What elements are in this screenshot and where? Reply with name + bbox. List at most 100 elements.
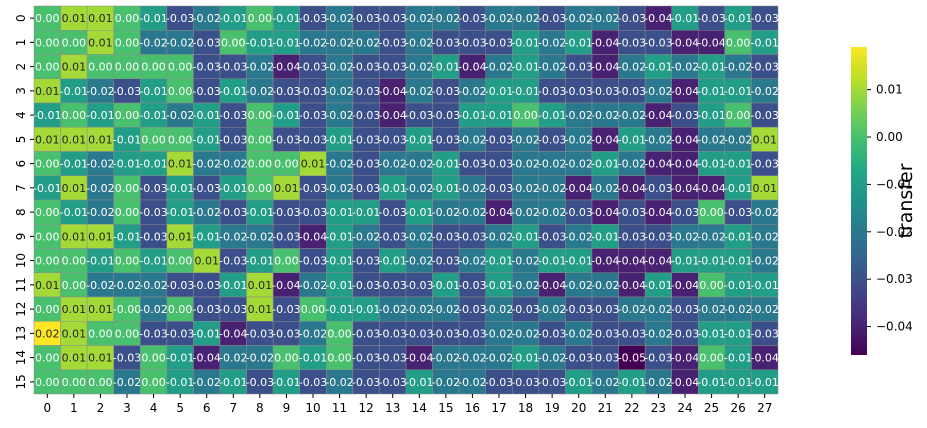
heatmap-cell-label: 0.00 <box>62 376 87 389</box>
heatmap-cell <box>193 272 221 298</box>
heatmap-cell <box>432 102 460 128</box>
heatmap-cell-label: -0.02 <box>325 376 353 389</box>
heatmap-cell <box>405 78 433 104</box>
heatmap-cell-label: -0.01 <box>325 206 353 219</box>
heatmap-cell-label: -0.01 <box>724 12 752 25</box>
heatmap-cell <box>140 224 168 249</box>
heatmap-cell <box>33 345 61 370</box>
heatmap-cell <box>379 369 407 395</box>
heatmap-cell-label: 0.00 <box>35 352 60 365</box>
x-tick-label: 7 <box>229 401 237 415</box>
heatmap-cell-label: 0.00 <box>35 303 60 316</box>
heatmap-cell-label: -0.03 <box>564 303 592 316</box>
heatmap-cell-label: -0.02 <box>139 279 167 292</box>
heatmap-cell-label: 0.00 <box>327 352 352 365</box>
heatmap-cell-label: -0.01 <box>750 376 778 389</box>
heatmap-cell <box>671 321 699 346</box>
heatmap-cell-label: -0.02 <box>86 206 114 219</box>
heatmap-cell <box>644 296 672 322</box>
heatmap-cell-label: 0.01 <box>88 36 113 49</box>
heatmap-cell <box>33 199 61 225</box>
heatmap-cell <box>60 5 88 31</box>
colorbar-gradient <box>851 47 867 355</box>
heatmap-cell <box>618 151 646 176</box>
heatmap-cell <box>326 127 354 152</box>
colorbar-tick-label: −0.01 <box>876 177 913 191</box>
heatmap-cell <box>326 5 354 31</box>
heatmap-cell <box>512 30 540 55</box>
heatmap-cell <box>405 175 433 201</box>
heatmap-cell-label: 0.01 <box>88 133 113 146</box>
heatmap-cell-label: 0.01 <box>168 158 193 171</box>
heatmap-cell <box>299 54 327 79</box>
heatmap-cell-label: -0.02 <box>219 158 247 171</box>
heatmap-cell <box>405 102 433 128</box>
heatmap-cell <box>246 30 274 55</box>
heatmap-cell <box>219 296 247 322</box>
heatmap-cell <box>512 151 540 176</box>
heatmap-cell-label: -0.02 <box>299 279 327 292</box>
heatmap-cell-label: -0.02 <box>139 303 167 316</box>
heatmap-cell <box>432 296 460 322</box>
y-tick-label: 0 <box>14 14 28 22</box>
heatmap-cell-label: -0.02 <box>697 230 725 243</box>
heatmap-cell-label: -0.02 <box>485 61 513 74</box>
x-tick-label: 19 <box>545 401 560 415</box>
heatmap-cell-label: -0.02 <box>618 158 646 171</box>
heatmap-cell <box>698 151 726 176</box>
heatmap-cell-label: 0.01 <box>301 158 326 171</box>
heatmap-cell <box>299 151 327 176</box>
heatmap-cell <box>432 54 460 79</box>
heatmap-cell-label: -0.03 <box>378 12 406 25</box>
heatmap-cell-label: -0.03 <box>219 303 247 316</box>
heatmap-cell <box>246 272 274 298</box>
heatmap-cell-label: -0.03 <box>246 376 274 389</box>
heatmap-cell <box>671 175 699 201</box>
heatmap-cell-label: -0.02 <box>352 36 380 49</box>
heatmap-cell <box>219 199 247 225</box>
heatmap-cell-label: 0.00 <box>274 158 299 171</box>
heatmap-cell <box>591 248 619 273</box>
heatmap-cell-label: -0.01 <box>724 327 752 340</box>
heatmap-cell-label: 0.01 <box>194 255 219 268</box>
heatmap-cell <box>299 248 327 273</box>
heatmap-cell-label: -0.02 <box>458 182 486 195</box>
heatmap-cell-label: -0.01 <box>671 255 699 268</box>
heatmap-cell-label: -0.01 <box>432 279 460 292</box>
heatmap-cell-label: -0.02 <box>538 206 566 219</box>
heatmap-cell <box>485 30 513 55</box>
heatmap-cell-label: -0.02 <box>564 230 592 243</box>
x-tick-label: 9 <box>283 401 291 415</box>
heatmap-cell <box>379 224 407 249</box>
heatmap-cell-label: -0.03 <box>432 327 460 340</box>
heatmap-cell-label: -0.02 <box>564 327 592 340</box>
heatmap-cell <box>485 248 513 273</box>
heatmap-cell-label: -0.03 <box>618 327 646 340</box>
x-tick-label: 17 <box>491 401 506 415</box>
heatmap-cell <box>379 175 407 201</box>
heatmap-cell-label: -0.03 <box>671 303 699 316</box>
heatmap-cell-label: 0.00 <box>248 109 273 122</box>
heatmap-cell <box>60 199 88 225</box>
heatmap-cell-label: 0.01 <box>62 12 87 25</box>
heatmap-cell <box>140 345 168 370</box>
heatmap-cell-label: -0.02 <box>724 133 752 146</box>
heatmap-cell-label: -0.02 <box>405 230 433 243</box>
heatmap-cell-label: -0.02 <box>113 279 141 292</box>
heatmap-cell <box>538 272 566 298</box>
heatmap-cell <box>379 248 407 273</box>
heatmap-cell <box>86 54 114 79</box>
heatmap-cell-label: -0.04 <box>219 327 247 340</box>
heatmap-cell-label: -0.03 <box>564 61 592 74</box>
heatmap-cell-label: -0.02 <box>724 303 752 316</box>
heatmap-cell-label: -0.03 <box>432 36 460 49</box>
heatmap-cell-label: -0.03 <box>644 36 672 49</box>
heatmap-cell <box>140 248 168 273</box>
heatmap-cell <box>272 54 300 79</box>
heatmap-cell-label: -0.01 <box>511 85 539 98</box>
heatmap-cell-label: 0.00 <box>141 352 166 365</box>
heatmap-cell-label: -0.01 <box>750 279 778 292</box>
y-tick-label: 8 <box>14 208 28 216</box>
heatmap-cell <box>86 199 114 225</box>
colorbar: 0.01 0.00 −0.01 −0.02 −0.03 −0.04 <box>851 47 913 355</box>
